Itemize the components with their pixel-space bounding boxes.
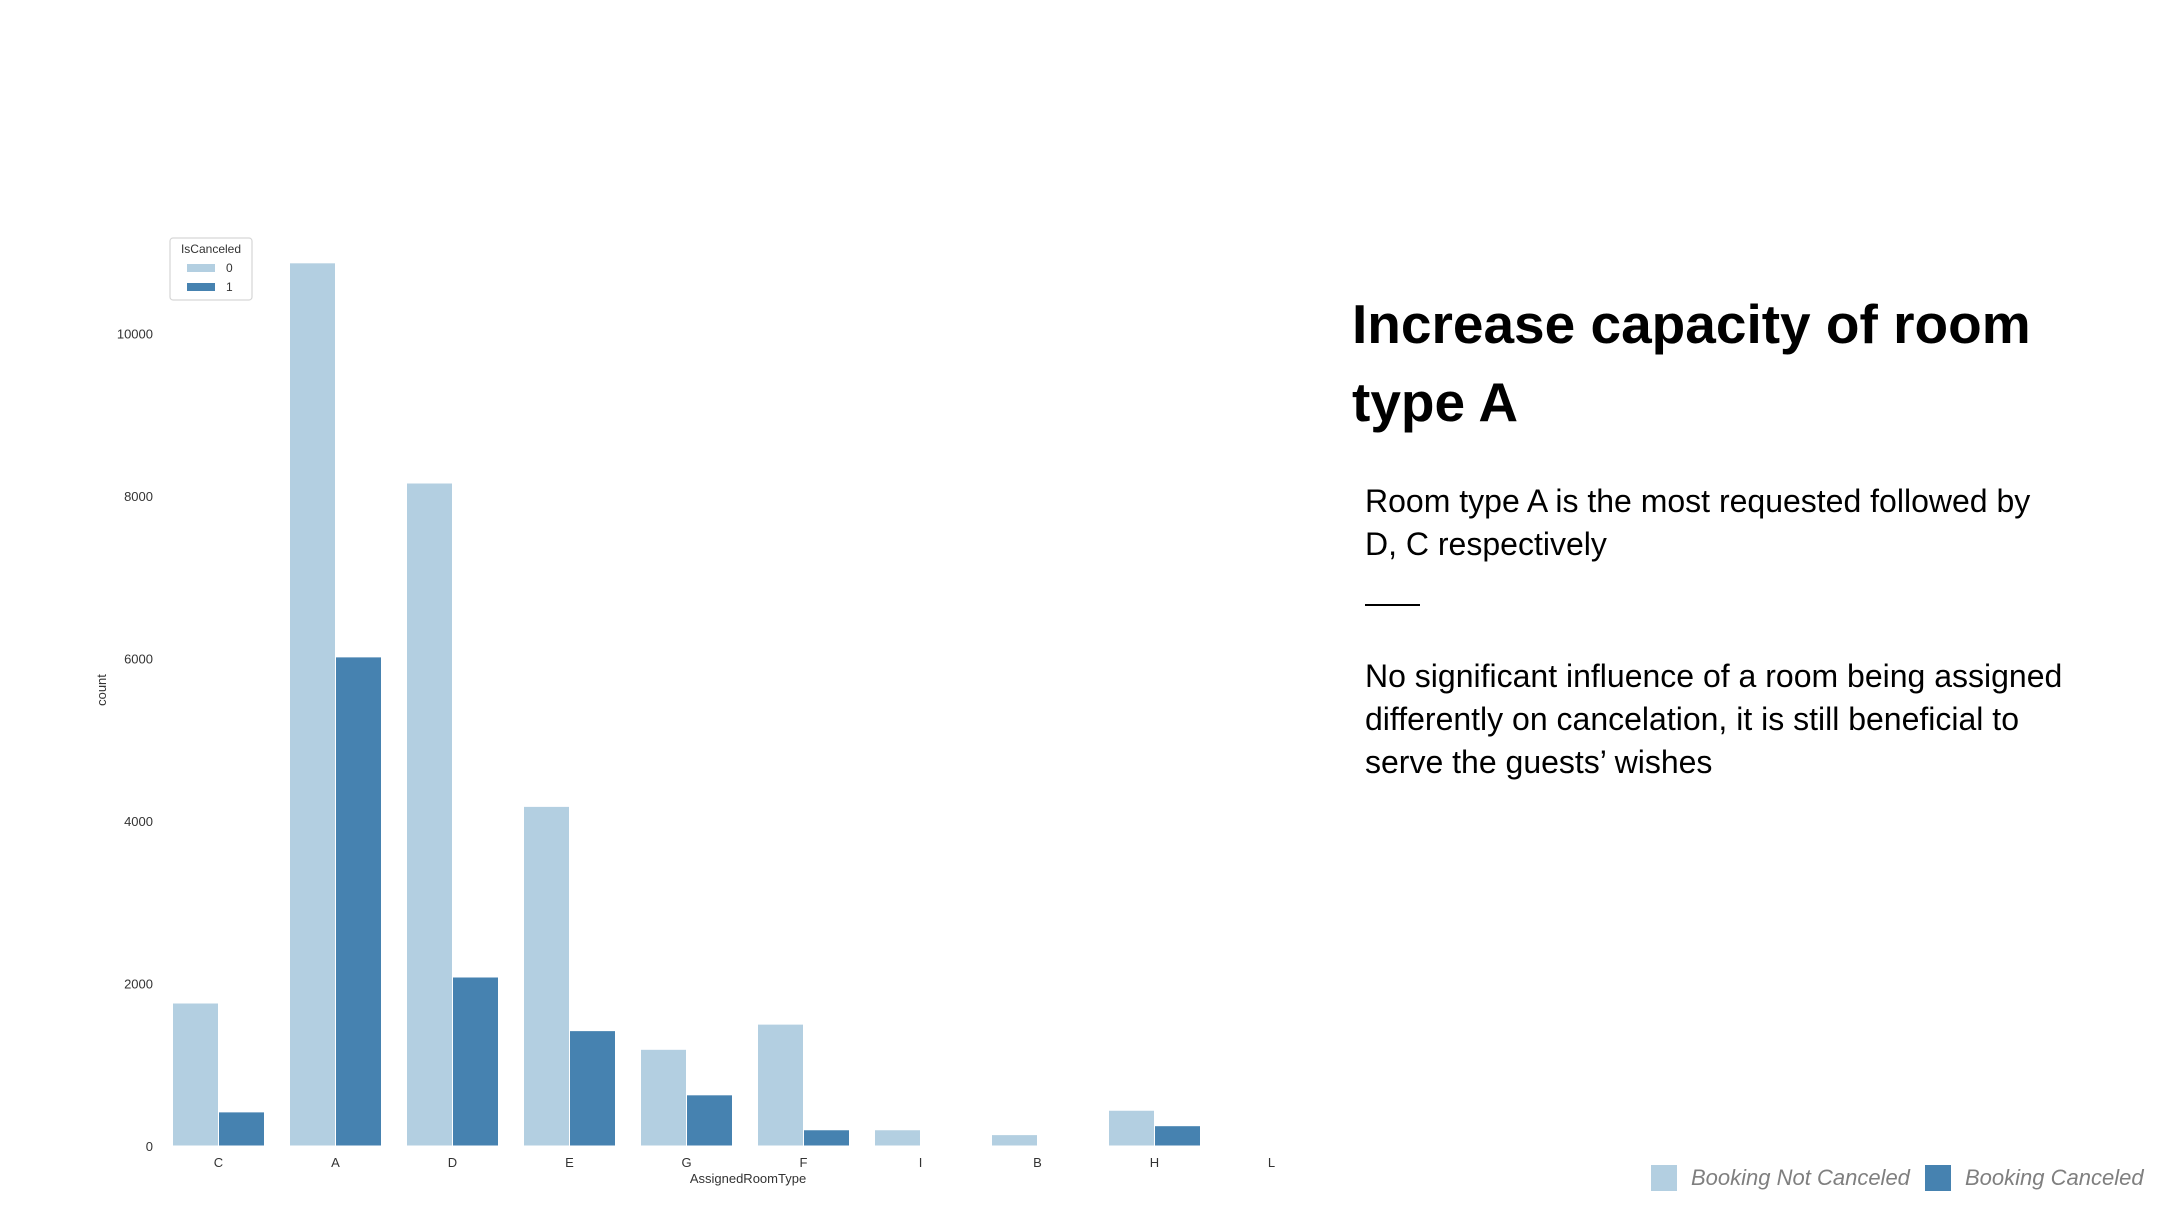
x-tick-label: A xyxy=(331,1155,340,1170)
y-tick-label: 2000 xyxy=(124,977,153,992)
legend-label-canceled: Booking Canceled xyxy=(1965,1165,2144,1190)
legend-swatch-not-canceled xyxy=(1651,1165,1677,1191)
x-tick-label: H xyxy=(1150,1155,1159,1170)
legend-item-not-canceled: Booking Not Canceled xyxy=(1651,1163,1910,1193)
bar-F-series-0 xyxy=(757,1023,804,1147)
y-tick-label: 4000 xyxy=(124,814,153,829)
x-axis-label: AssignedRoomType xyxy=(690,1171,806,1186)
chart-legend: IsCanceled 0 1 xyxy=(169,237,253,301)
bar-G-series-0 xyxy=(640,1048,687,1147)
x-tick-label: E xyxy=(565,1155,574,1170)
bar-chart: 0 2000 4000 6000 8000 10000 C A D E G F I B H L Assign… xyxy=(94,237,1275,1186)
x-tick-label: L xyxy=(1268,1155,1275,1170)
bar-C-series-0 xyxy=(172,1002,219,1147)
chart-legend-label-0: 0 xyxy=(226,261,233,275)
chart-legend-swatch-0 xyxy=(187,264,215,272)
paragraph-room-type-demand: Room type A is the most requested follow… xyxy=(1365,483,2031,562)
chart-legend-swatch-1 xyxy=(187,283,215,291)
slide-title: Increase capacity of room type A xyxy=(1352,293,2031,433)
bars-layer xyxy=(172,262,1201,1147)
divider-line xyxy=(1365,604,1420,606)
x-tick-label: C xyxy=(214,1155,223,1170)
bar-I-series-0 xyxy=(874,1129,921,1147)
bar-E-series-0 xyxy=(523,805,570,1147)
bar-H-series-1 xyxy=(1154,1125,1201,1147)
bar-A-series-0 xyxy=(289,262,336,1147)
y-tick-label: 10000 xyxy=(117,327,153,342)
y-tick-label: 0 xyxy=(146,1139,153,1154)
x-tick-label: F xyxy=(800,1155,808,1170)
paragraph-cancelation-influence: No significant influence of a room being… xyxy=(1365,658,2063,780)
bar-F-series-1 xyxy=(803,1129,850,1147)
legend-item-canceled: Booking Canceled xyxy=(1925,1163,2144,1193)
bar-D-series-1 xyxy=(452,976,499,1147)
legend-swatch-canceled xyxy=(1925,1165,1951,1191)
x-tick-label: D xyxy=(448,1155,457,1170)
bar-H-series-0 xyxy=(1108,1109,1155,1147)
chart-legend-label-1: 1 xyxy=(226,280,233,294)
x-tick-label: G xyxy=(681,1155,691,1170)
legend-label-not-canceled: Booking Not Canceled xyxy=(1691,1165,1910,1190)
bar-B-series-0 xyxy=(991,1134,1038,1147)
x-tick-label: B xyxy=(1033,1155,1042,1170)
bar-E-series-1 xyxy=(569,1030,616,1147)
y-tick-label: 6000 xyxy=(124,652,153,667)
x-tick-label: I xyxy=(919,1155,923,1170)
y-axis-label: count xyxy=(94,674,109,706)
bar-D-series-0 xyxy=(406,482,453,1147)
y-tick-label: 8000 xyxy=(124,489,153,504)
bar-G-series-1 xyxy=(686,1094,733,1147)
bar-C-series-1 xyxy=(218,1111,265,1147)
y-ticks: 0 2000 4000 6000 8000 10000 xyxy=(117,327,153,1155)
bar-A-series-1 xyxy=(335,656,382,1147)
chart-legend-title: IsCanceled xyxy=(181,242,241,256)
